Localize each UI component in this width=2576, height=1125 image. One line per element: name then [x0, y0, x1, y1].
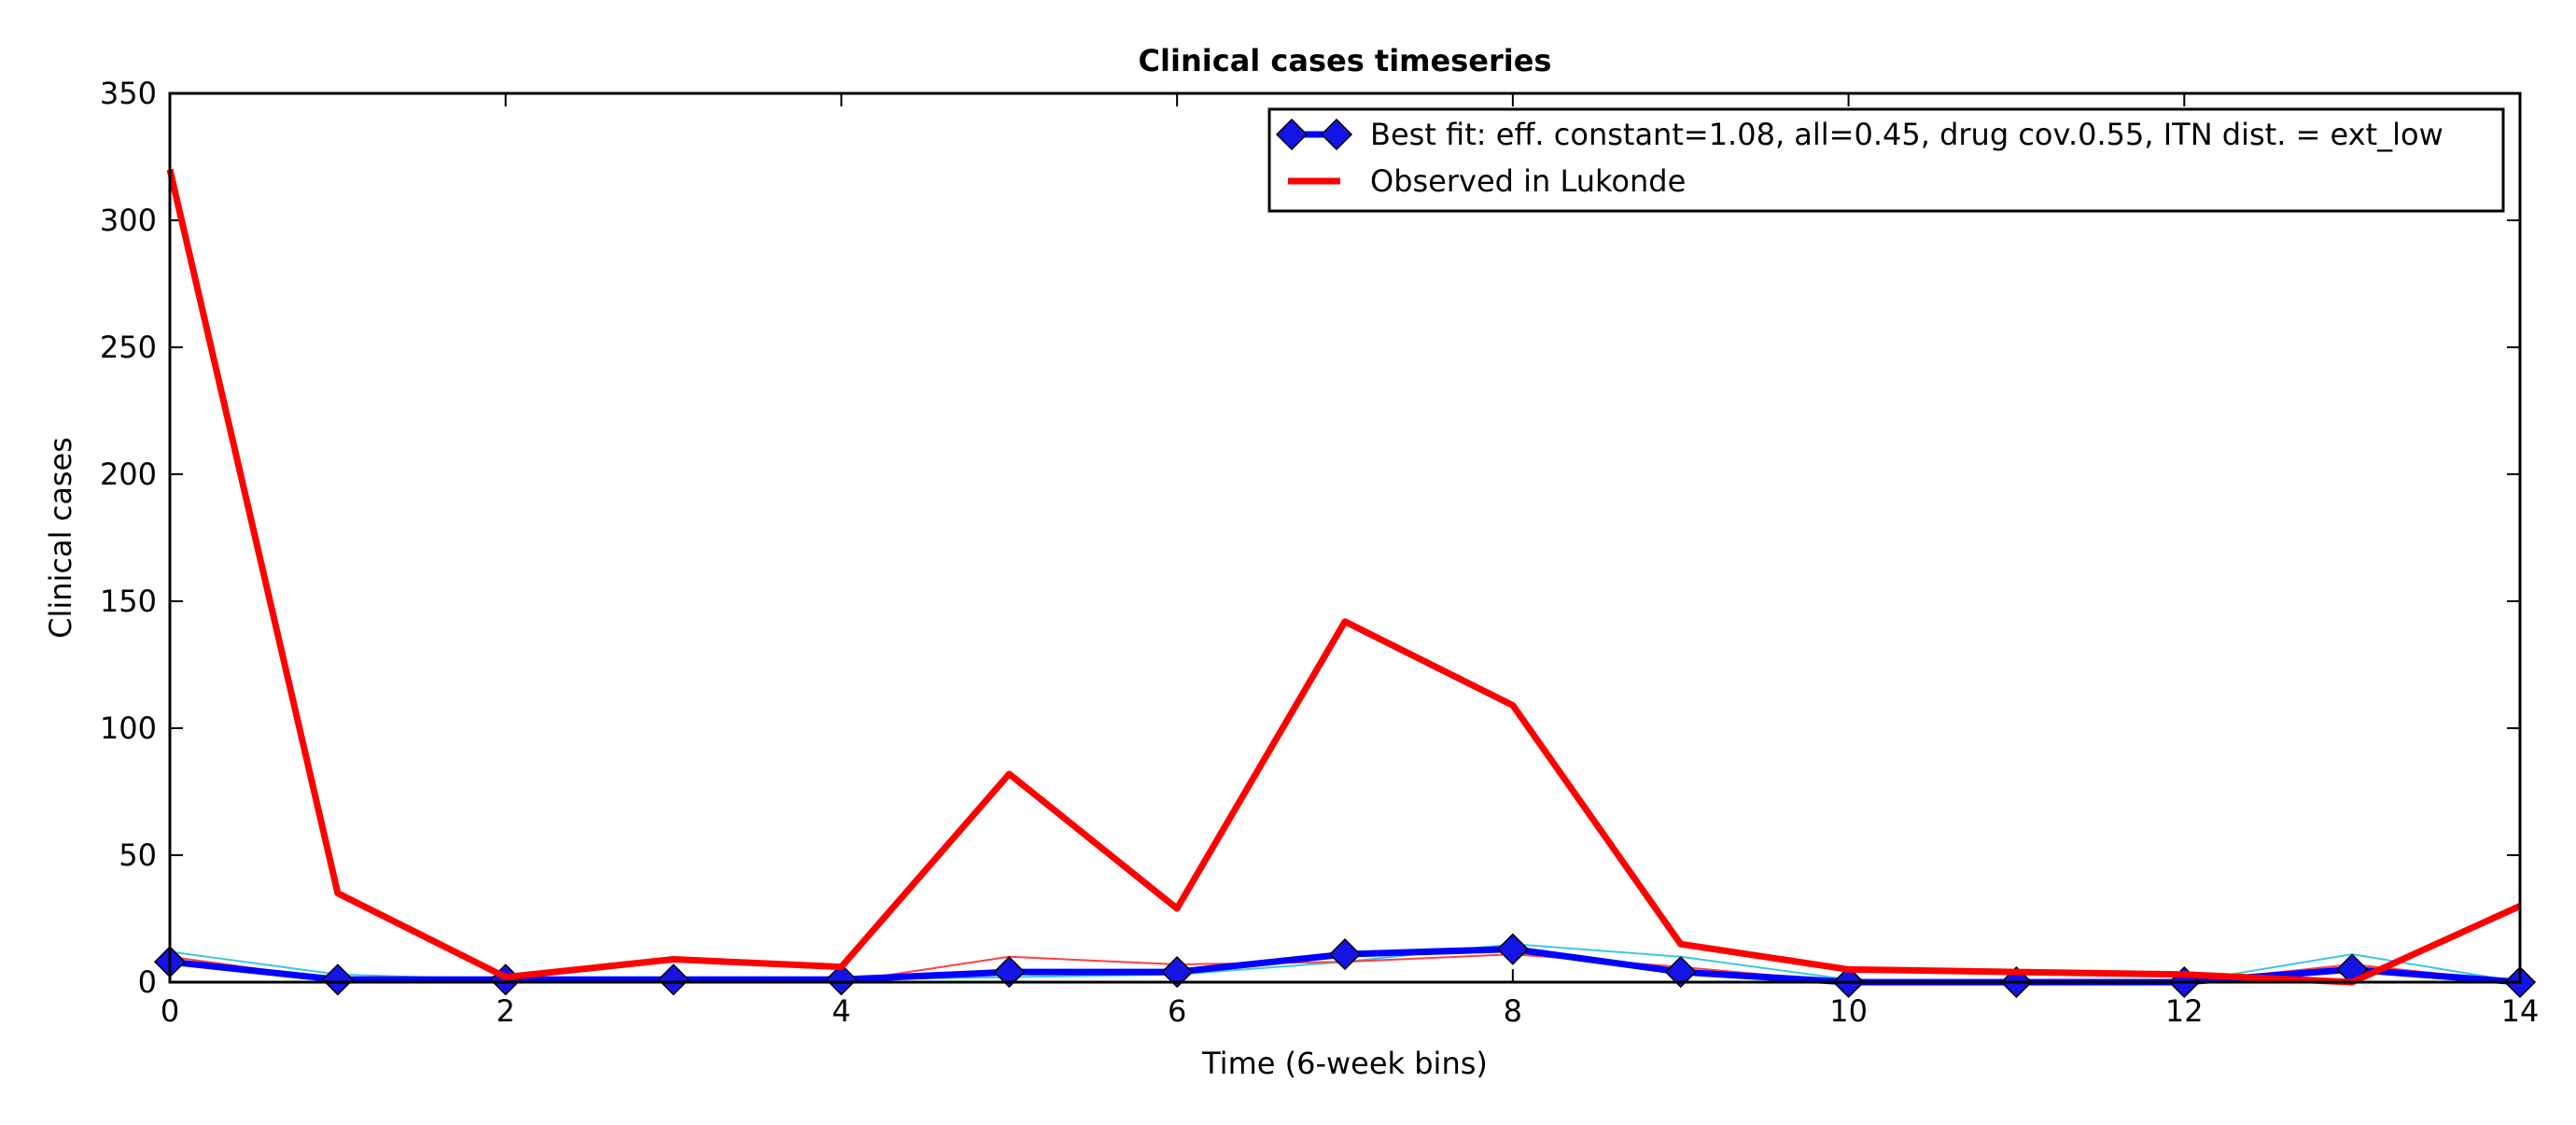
best-fit-marker [1496, 933, 1529, 965]
best-fit-marker [825, 963, 858, 996]
best-fit-marker [321, 963, 354, 996]
observed-series-line [166, 168, 2522, 986]
x-tick-label: 14 [2501, 993, 2540, 1029]
y-tick-label: 300 [100, 203, 157, 238]
y-tick-label: 350 [100, 76, 157, 111]
legend-marker-best-fit [1320, 118, 1353, 151]
chart-title: Clinical cases timeseries [1139, 43, 1552, 78]
legend-box [1267, 107, 2505, 213]
legend-label-best-fit: Best fit: eff. constant=1.08, all=0.45, … [1370, 117, 2443, 152]
best-fit-marker [1161, 956, 1194, 989]
x-tick-label: 6 [1168, 993, 1186, 1029]
x-tick-label: 10 [1829, 993, 1868, 1029]
legend-entry-best-fit: Best fit: eff. constant=1.08, all=0.45, … [1275, 117, 2443, 152]
best-fit-marker [1664, 956, 1697, 989]
x-tick-label: 0 [161, 993, 179, 1029]
y-tick-label: 50 [119, 837, 157, 873]
y-tick-label: 250 [100, 330, 157, 365]
y-tick-label: 150 [100, 584, 157, 619]
legend-entry-observed: Observed in Lukonde [1288, 163, 1686, 199]
y-tick-label: 100 [100, 710, 157, 746]
plot-frame [168, 91, 2522, 984]
x-tick-label: 12 [2165, 993, 2204, 1029]
x-tick-label: 8 [1504, 993, 1522, 1029]
x-tick-label: 2 [497, 993, 515, 1029]
legend-marker-best-fit [1275, 118, 1309, 151]
best-fit-marker [1328, 938, 1362, 971]
best-fit-marker [993, 956, 1026, 989]
y-axis-label: Clinical cases [43, 437, 78, 639]
y-tick-label: 200 [100, 457, 157, 492]
legend: Best fit: eff. constant=1.08, all=0.45, … [1267, 107, 2505, 213]
axis-ticks: 0 2 4 6 8 10 12 14 0 50 100 150 200 250 300 350 [100, 76, 2539, 1029]
legend-label-observed: Observed in Lukonde [1370, 163, 1686, 199]
x-tick-label: 4 [832, 993, 850, 1029]
best-fit-marker [657, 963, 690, 996]
x-axis-label: Time (6-week bins) [1201, 1046, 1488, 1081]
y-tick-label: 0 [138, 964, 157, 1000]
